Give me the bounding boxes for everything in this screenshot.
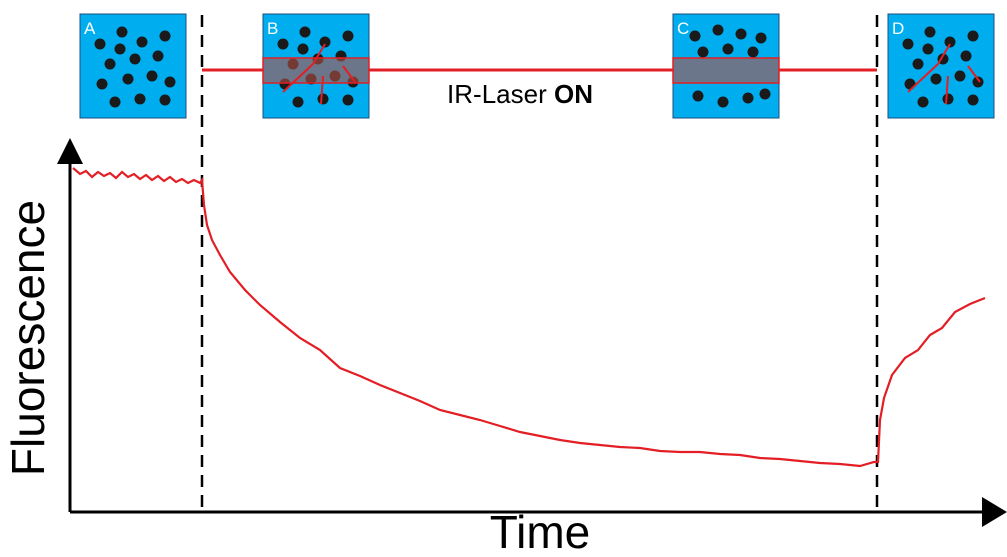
particle	[722, 43, 734, 55]
motion-arrow	[937, 43, 951, 65]
particle	[134, 93, 146, 105]
particle	[116, 26, 128, 38]
motion-arrow	[342, 65, 356, 83]
particle	[104, 58, 116, 70]
panel-label: A	[84, 19, 96, 38]
particle	[712, 24, 724, 36]
fluorescence-trace	[72, 167, 986, 468]
particle	[96, 78, 108, 90]
particle	[94, 38, 106, 50]
particle	[717, 96, 729, 108]
particle	[129, 53, 141, 65]
particle	[136, 36, 148, 48]
particle	[944, 36, 956, 48]
y-label: Fluorescence	[2, 200, 54, 476]
motion-arrow	[320, 75, 324, 105]
motion-arrow	[967, 65, 981, 83]
particle	[972, 76, 984, 88]
particle	[299, 26, 311, 38]
particle	[755, 32, 767, 44]
particle	[319, 36, 331, 48]
x-label: Time	[490, 506, 591, 557]
particle	[747, 46, 759, 58]
particle	[922, 43, 934, 55]
particle	[342, 30, 354, 42]
laser-on: ON	[554, 79, 593, 109]
particle	[967, 94, 979, 106]
panel-label: D	[892, 19, 904, 38]
particle	[297, 43, 309, 55]
laser-text: IR-Laser	[447, 79, 547, 109]
particle	[942, 93, 954, 105]
particle	[317, 93, 329, 105]
particle	[954, 70, 966, 82]
particle	[917, 96, 929, 108]
laser-spot	[672, 57, 780, 84]
panel-label: C	[677, 19, 689, 38]
particle	[924, 26, 936, 38]
particle	[960, 50, 972, 62]
particle	[902, 38, 914, 50]
particle	[159, 30, 171, 42]
particle	[742, 92, 754, 104]
particle	[930, 73, 942, 85]
y-arrow	[57, 138, 83, 164]
laser-spot	[262, 57, 370, 84]
particle	[342, 94, 354, 106]
particle	[689, 30, 701, 42]
particle	[146, 70, 158, 82]
laser-label: IR-Laser ON	[447, 79, 593, 109]
particle	[114, 43, 126, 55]
particle	[122, 73, 134, 85]
particle	[697, 46, 709, 58]
particle	[912, 58, 924, 70]
particle	[159, 94, 171, 106]
motion-arrow	[907, 63, 939, 93]
particle	[152, 50, 164, 62]
particle	[735, 28, 747, 40]
motion-arrow	[945, 75, 949, 105]
particle	[164, 76, 176, 88]
panel	[79, 13, 187, 119]
x-arrow	[982, 497, 1007, 527]
panel-label: B	[267, 19, 278, 38]
particle	[967, 30, 979, 42]
motion-arrow	[312, 43, 326, 65]
particle	[292, 96, 304, 108]
particle	[692, 90, 704, 102]
motion-arrow	[282, 63, 314, 93]
particle	[759, 88, 771, 100]
particle	[109, 96, 121, 108]
particle	[277, 38, 289, 50]
